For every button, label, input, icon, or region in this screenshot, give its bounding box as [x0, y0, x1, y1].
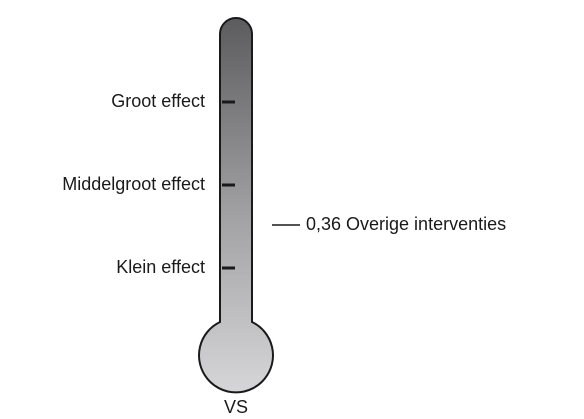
footer-label: VS — [224, 397, 248, 417]
level-label: Middelgroot effect — [62, 174, 205, 194]
marker-label: 0,36 Overige interventies — [306, 214, 506, 234]
level-label: Klein effect — [116, 257, 205, 277]
thermometer — [198, 17, 274, 394]
level-label: Groot effect — [111, 91, 205, 111]
